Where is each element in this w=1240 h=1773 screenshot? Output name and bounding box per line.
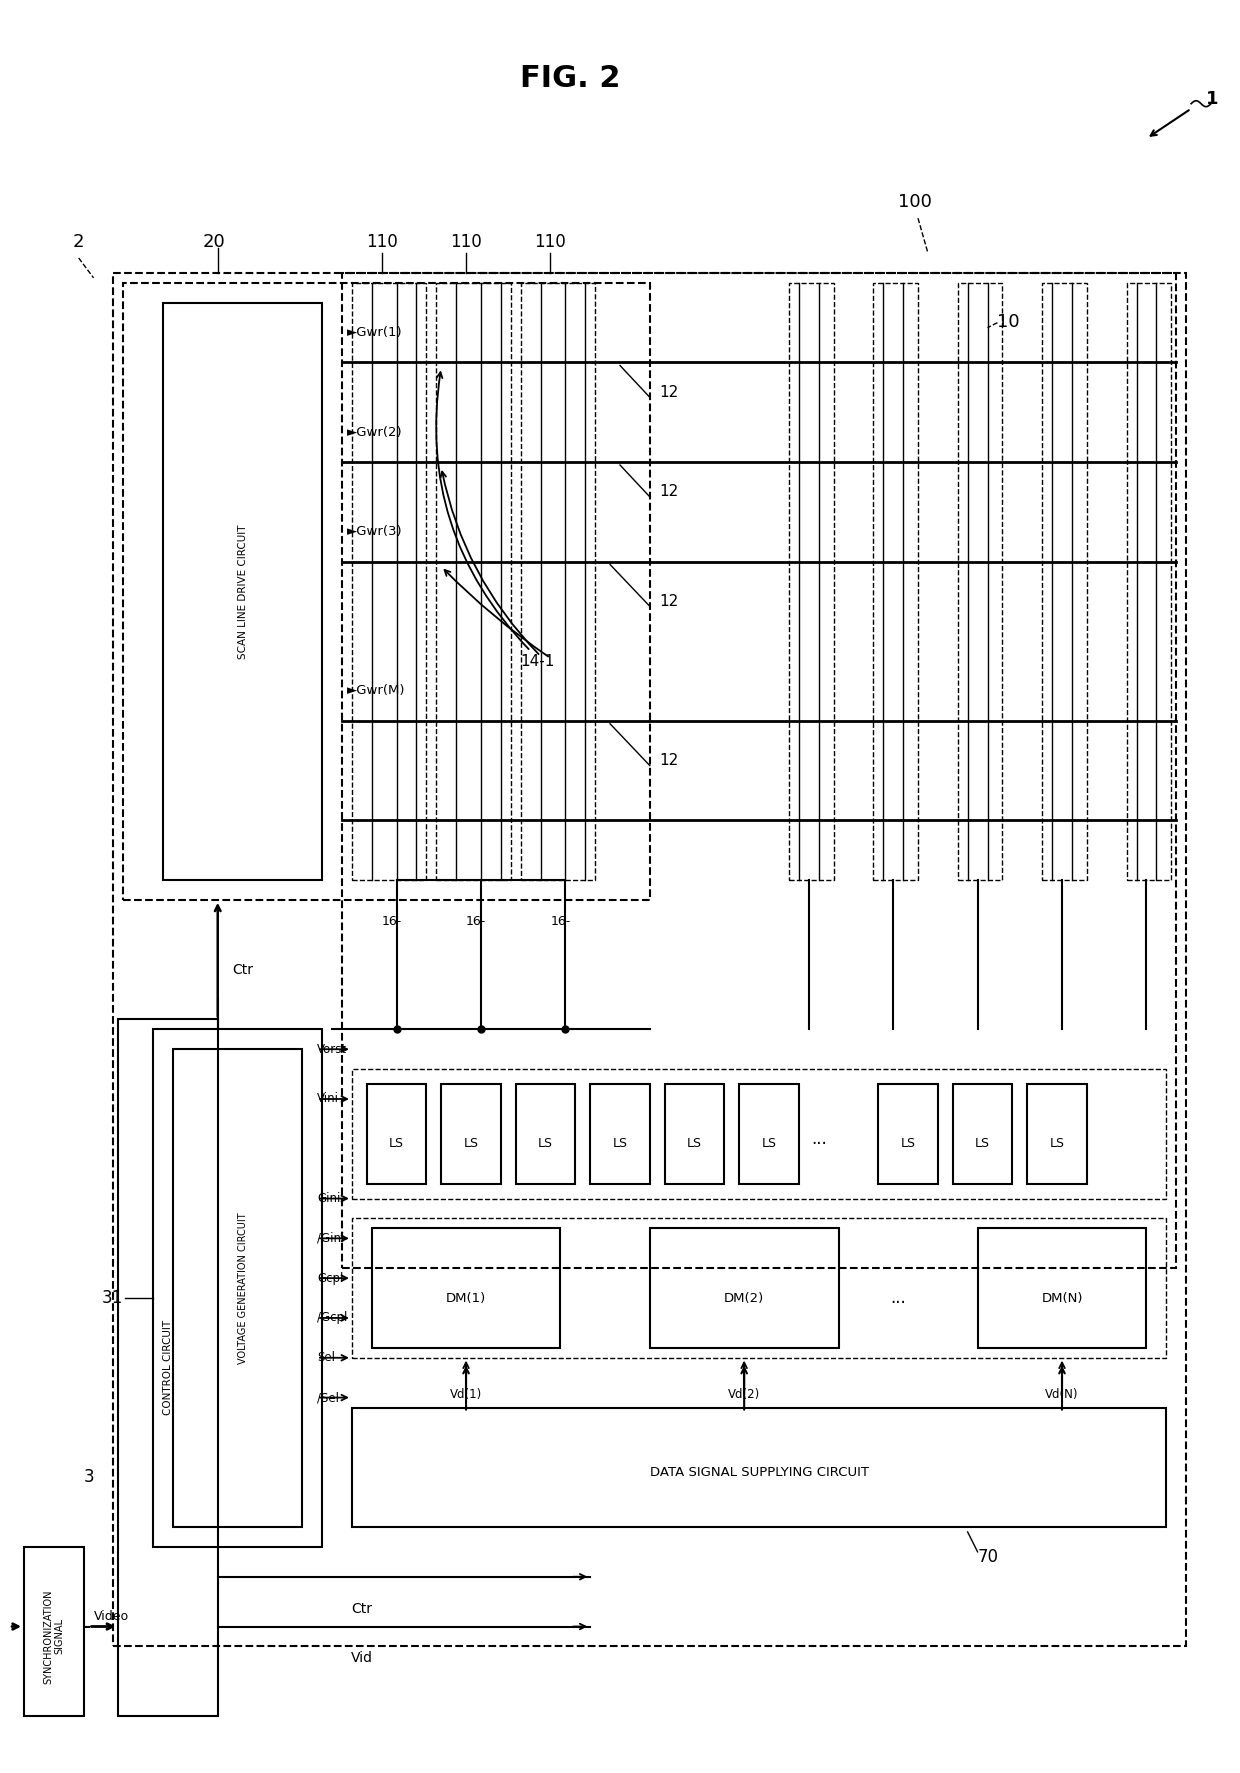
Text: 12: 12 <box>660 385 680 401</box>
Text: 110: 110 <box>450 232 482 252</box>
Text: FIG. 2: FIG. 2 <box>520 64 620 92</box>
Text: 110: 110 <box>366 232 398 252</box>
Text: LS: LS <box>613 1136 627 1151</box>
Text: DM(N): DM(N) <box>1042 1291 1083 1305</box>
Text: DM(2): DM(2) <box>724 1291 764 1305</box>
Text: LS: LS <box>538 1136 553 1151</box>
Text: 20: 20 <box>203 232 226 252</box>
Text: ►Gwr(2): ►Gwr(2) <box>347 426 403 438</box>
Text: Ctr: Ctr <box>351 1601 372 1615</box>
Text: Video: Video <box>93 1610 129 1622</box>
Text: LS: LS <box>464 1136 479 1151</box>
Text: 2: 2 <box>73 232 84 252</box>
Text: 14-1: 14-1 <box>521 654 556 668</box>
Text: LS: LS <box>975 1136 990 1151</box>
Text: Vd(N): Vd(N) <box>1045 1388 1079 1401</box>
Text: 100: 100 <box>898 193 932 211</box>
Text: ►Gwr(1): ►Gwr(1) <box>347 326 403 339</box>
Text: Vini: Vini <box>317 1092 339 1106</box>
Text: Vd(1): Vd(1) <box>450 1388 482 1401</box>
Text: 12: 12 <box>660 754 680 768</box>
Text: 16-: 16- <box>382 915 402 927</box>
Text: 70: 70 <box>977 1548 998 1566</box>
Text: Vd(2): Vd(2) <box>728 1388 760 1401</box>
Text: SCAN LINE DRIVE CIRCUIT: SCAN LINE DRIVE CIRCUIT <box>238 525 248 658</box>
Text: Ctr: Ctr <box>233 963 254 977</box>
Text: Sel: Sel <box>317 1351 335 1363</box>
Text: ►Gwr(M): ►Gwr(M) <box>347 684 405 697</box>
Text: LS: LS <box>389 1136 404 1151</box>
Text: 12: 12 <box>660 484 680 500</box>
Text: ►Gwr(3): ►Gwr(3) <box>347 525 403 539</box>
Text: 16-: 16- <box>551 915 570 927</box>
Text: 110: 110 <box>534 232 567 252</box>
Text: ...: ... <box>890 1289 906 1307</box>
Text: Gcpl: Gcpl <box>317 1271 343 1285</box>
Text: 12: 12 <box>660 594 680 608</box>
Text: VOLTAGE GENERATION CIRCUIT: VOLTAGE GENERATION CIRCUIT <box>238 1213 248 1363</box>
Text: 16-: 16- <box>466 915 486 927</box>
Text: LS: LS <box>761 1136 776 1151</box>
Text: 10: 10 <box>997 312 1021 332</box>
Text: LS: LS <box>900 1136 915 1151</box>
Text: ···: ··· <box>811 1135 827 1152</box>
Text: 1: 1 <box>1207 90 1219 108</box>
Text: 31: 31 <box>102 1289 123 1307</box>
Text: LS: LS <box>1049 1136 1065 1151</box>
Text: SYNCHRONIZATION
SIGNAL: SYNCHRONIZATION SIGNAL <box>43 1589 64 1684</box>
Text: /Sel: /Sel <box>317 1392 339 1404</box>
Text: DM(1): DM(1) <box>446 1291 486 1305</box>
Text: /Gini: /Gini <box>317 1232 345 1245</box>
Text: CONTROL CIRCUIT: CONTROL CIRCUIT <box>162 1321 174 1415</box>
Text: 3: 3 <box>83 1468 94 1486</box>
Text: DATA SIGNAL SUPPLYING CIRCUIT: DATA SIGNAL SUPPLYING CIRCUIT <box>650 1466 868 1479</box>
Text: Vid: Vid <box>351 1651 373 1665</box>
Text: Gini: Gini <box>317 1191 341 1206</box>
Text: /Gcpl: /Gcpl <box>317 1312 347 1324</box>
Text: Vorst: Vorst <box>317 1043 347 1055</box>
Text: LS: LS <box>687 1136 702 1151</box>
